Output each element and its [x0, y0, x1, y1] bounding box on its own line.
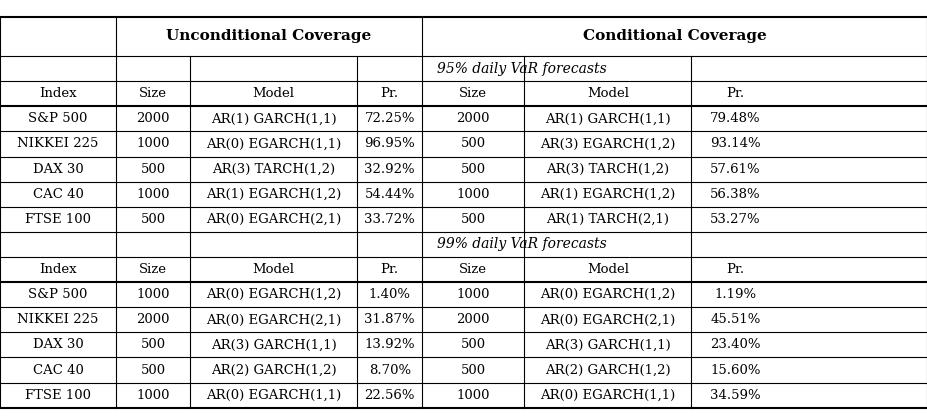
- Text: NIKKEI 225: NIKKEI 225: [18, 313, 98, 326]
- Text: 95% daily VaR forecasts: 95% daily VaR forecasts: [437, 62, 606, 76]
- Text: AR(1) EGARCH(1,2): AR(1) EGARCH(1,2): [540, 188, 675, 201]
- Text: 45.51%: 45.51%: [709, 313, 760, 326]
- Text: AR(3) TARCH(1,2): AR(3) TARCH(1,2): [546, 163, 668, 176]
- Text: 2000: 2000: [136, 313, 170, 326]
- Text: 99% daily VaR forecasts: 99% daily VaR forecasts: [437, 238, 606, 251]
- Text: Pr.: Pr.: [726, 87, 743, 100]
- Text: Model: Model: [252, 263, 295, 276]
- Text: 1000: 1000: [136, 389, 170, 401]
- Text: 15.60%: 15.60%: [709, 364, 760, 376]
- Text: AR(1) EGARCH(1,2): AR(1) EGARCH(1,2): [206, 188, 341, 201]
- Text: 56.38%: 56.38%: [709, 188, 760, 201]
- Text: Model: Model: [586, 87, 629, 100]
- Text: CAC 40: CAC 40: [32, 364, 83, 376]
- Text: 54.44%: 54.44%: [364, 188, 414, 201]
- Text: 93.14%: 93.14%: [709, 138, 760, 151]
- Text: Unconditional Coverage: Unconditional Coverage: [166, 30, 372, 43]
- Text: Pr.: Pr.: [380, 263, 399, 276]
- Text: DAX 30: DAX 30: [32, 163, 83, 176]
- Text: 8.70%: 8.70%: [368, 364, 411, 376]
- Text: Size: Size: [139, 263, 167, 276]
- Text: Index: Index: [39, 87, 77, 100]
- Text: S&P 500: S&P 500: [29, 112, 87, 125]
- Text: AR(1) GARCH(1,1): AR(1) GARCH(1,1): [544, 112, 670, 125]
- Text: AR(0) EGARCH(2,1): AR(0) EGARCH(2,1): [540, 313, 675, 326]
- Text: AR(2) GARCH(1,2): AR(2) GARCH(1,2): [544, 364, 670, 376]
- Text: 500: 500: [460, 364, 486, 376]
- Text: 57.61%: 57.61%: [709, 163, 760, 176]
- Text: AR(3) EGARCH(1,2): AR(3) EGARCH(1,2): [540, 138, 675, 151]
- Text: AR(2) GARCH(1,2): AR(2) GARCH(1,2): [210, 364, 337, 376]
- Text: 1000: 1000: [136, 288, 170, 301]
- Text: Size: Size: [459, 263, 487, 276]
- Text: 13.92%: 13.92%: [364, 338, 414, 352]
- Text: DAX 30: DAX 30: [32, 338, 83, 352]
- Text: 34.59%: 34.59%: [709, 389, 760, 401]
- Text: Index: Index: [39, 263, 77, 276]
- Text: AR(0) EGARCH(1,1): AR(0) EGARCH(1,1): [206, 138, 341, 151]
- Text: FTSE 100: FTSE 100: [25, 213, 91, 226]
- Text: 500: 500: [140, 163, 166, 176]
- Text: 1.40%: 1.40%: [368, 288, 411, 301]
- Text: 32.92%: 32.92%: [364, 163, 414, 176]
- Text: 2000: 2000: [456, 313, 489, 326]
- Text: 1000: 1000: [456, 188, 489, 201]
- Text: Size: Size: [139, 87, 167, 100]
- Text: NIKKEI 225: NIKKEI 225: [18, 138, 98, 151]
- Text: AR(0) EGARCH(2,1): AR(0) EGARCH(2,1): [206, 313, 341, 326]
- Text: 31.87%: 31.87%: [364, 313, 414, 326]
- Text: AR(3) GARCH(1,1): AR(3) GARCH(1,1): [210, 338, 337, 352]
- Text: Pr.: Pr.: [380, 87, 399, 100]
- Text: 1000: 1000: [456, 288, 489, 301]
- Text: 53.27%: 53.27%: [709, 213, 760, 226]
- Text: 79.48%: 79.48%: [709, 112, 760, 125]
- Text: 500: 500: [460, 338, 486, 352]
- Text: Size: Size: [459, 87, 487, 100]
- Text: Model: Model: [586, 263, 629, 276]
- Text: 2000: 2000: [136, 112, 170, 125]
- Text: AR(1) GARCH(1,1): AR(1) GARCH(1,1): [210, 112, 337, 125]
- Text: 500: 500: [460, 163, 486, 176]
- Text: Conditional Coverage: Conditional Coverage: [582, 30, 767, 43]
- Text: 22.56%: 22.56%: [364, 389, 414, 401]
- Text: 33.72%: 33.72%: [364, 213, 414, 226]
- Text: AR(0) EGARCH(1,2): AR(0) EGARCH(1,2): [206, 288, 341, 301]
- Text: Model: Model: [252, 87, 295, 100]
- Text: AR(0) EGARCH(1,2): AR(0) EGARCH(1,2): [540, 288, 675, 301]
- Text: 2000: 2000: [456, 112, 489, 125]
- Text: 1000: 1000: [456, 389, 489, 401]
- Text: AR(3) TARCH(1,2): AR(3) TARCH(1,2): [212, 163, 335, 176]
- Text: AR(1) TARCH(2,1): AR(1) TARCH(2,1): [546, 213, 668, 226]
- Text: 500: 500: [140, 338, 166, 352]
- Text: 72.25%: 72.25%: [364, 112, 414, 125]
- Text: AR(3) GARCH(1,1): AR(3) GARCH(1,1): [544, 338, 670, 352]
- Text: FTSE 100: FTSE 100: [25, 389, 91, 401]
- Text: AR(0) EGARCH(1,1): AR(0) EGARCH(1,1): [540, 389, 675, 401]
- Text: 500: 500: [140, 213, 166, 226]
- Text: 500: 500: [140, 364, 166, 376]
- Text: S&P 500: S&P 500: [29, 288, 87, 301]
- Text: AR(0) EGARCH(1,1): AR(0) EGARCH(1,1): [206, 389, 341, 401]
- Text: 500: 500: [460, 213, 486, 226]
- Text: 1.19%: 1.19%: [714, 288, 756, 301]
- Text: Pr.: Pr.: [726, 263, 743, 276]
- Text: 96.95%: 96.95%: [364, 138, 414, 151]
- Text: AR(0) EGARCH(2,1): AR(0) EGARCH(2,1): [206, 213, 341, 226]
- Text: 1000: 1000: [136, 138, 170, 151]
- Text: 1000: 1000: [136, 188, 170, 201]
- Text: CAC 40: CAC 40: [32, 188, 83, 201]
- Text: 23.40%: 23.40%: [709, 338, 760, 352]
- Text: 500: 500: [460, 138, 486, 151]
